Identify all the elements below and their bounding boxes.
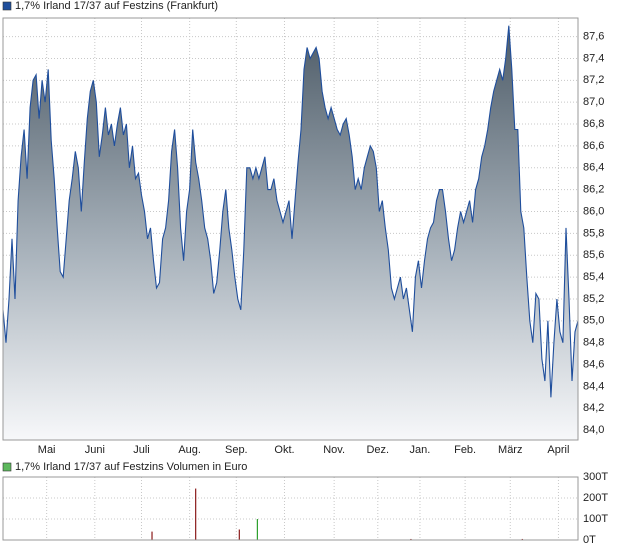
volume-bar — [151, 531, 153, 540]
y-tick-label: 86,2 — [583, 184, 604, 196]
x-tick-label: Feb. — [454, 444, 476, 456]
x-tick-label: Jan. — [410, 444, 431, 456]
y-tick-label: 87,6 — [583, 30, 604, 42]
x-tick-label: Sep. — [225, 444, 248, 456]
y-tick-label: 86,6 — [583, 140, 604, 152]
volume-bar — [410, 538, 412, 540]
y-tick-label: 300T — [583, 471, 608, 483]
y-tick-label: 84,0 — [583, 424, 604, 436]
x-tick-label: Okt. — [274, 444, 294, 456]
x-tick-label: Nov. — [323, 444, 345, 456]
y-tick-label: 84,6 — [583, 358, 604, 370]
x-tick-label: Juli — [133, 444, 150, 456]
legend-swatch — [2, 462, 12, 472]
y-tick-label: 85,4 — [583, 271, 604, 283]
legend-label: 1,7% Irland 17/37 auf Festzins (Frankfur… — [15, 0, 218, 12]
legend-label: 1,7% Irland 17/37 auf Festzins Volumen i… — [15, 461, 247, 473]
x-tick-label: Aug. — [178, 444, 201, 456]
legend-swatch — [2, 1, 12, 11]
y-tick-label: 87,4 — [583, 52, 604, 64]
y-tick-label: 86,0 — [583, 205, 604, 217]
volume-bar — [256, 519, 258, 540]
y-tick-label: 84,2 — [583, 402, 604, 414]
y-tick-label: 0T — [583, 534, 596, 546]
plot-background — [3, 477, 578, 540]
y-tick-label: 84,4 — [583, 380, 604, 392]
y-tick-label: 87,0 — [583, 96, 604, 108]
y-tick-label: 100T — [583, 513, 608, 525]
x-tick-label: März — [498, 444, 522, 456]
x-tick-label: Mai — [38, 444, 56, 456]
volume-bar — [521, 538, 523, 540]
y-tick-label: 85,6 — [583, 249, 604, 261]
y-tick-label: 200T — [583, 492, 608, 504]
volume-bar — [238, 529, 240, 540]
x-tick-label: April — [547, 444, 569, 456]
y-tick-label: 85,8 — [583, 227, 604, 239]
y-tick-label: 85,0 — [583, 315, 604, 327]
plot-frame — [2, 17, 579, 441]
x-tick-label: Juni — [85, 444, 105, 456]
area-fill — [3, 25, 578, 440]
x-tick-label: Dez. — [366, 444, 389, 456]
y-tick-label: 84,8 — [583, 337, 604, 349]
plot-frame — [2, 476, 579, 541]
y-tick-label: 86,4 — [583, 162, 604, 174]
volume-bar — [195, 488, 197, 540]
y-tick-label: 85,2 — [583, 293, 604, 305]
price-line — [2, 25, 579, 398]
y-tick-label: 86,8 — [583, 118, 604, 130]
y-tick-label: 87,2 — [583, 74, 604, 86]
